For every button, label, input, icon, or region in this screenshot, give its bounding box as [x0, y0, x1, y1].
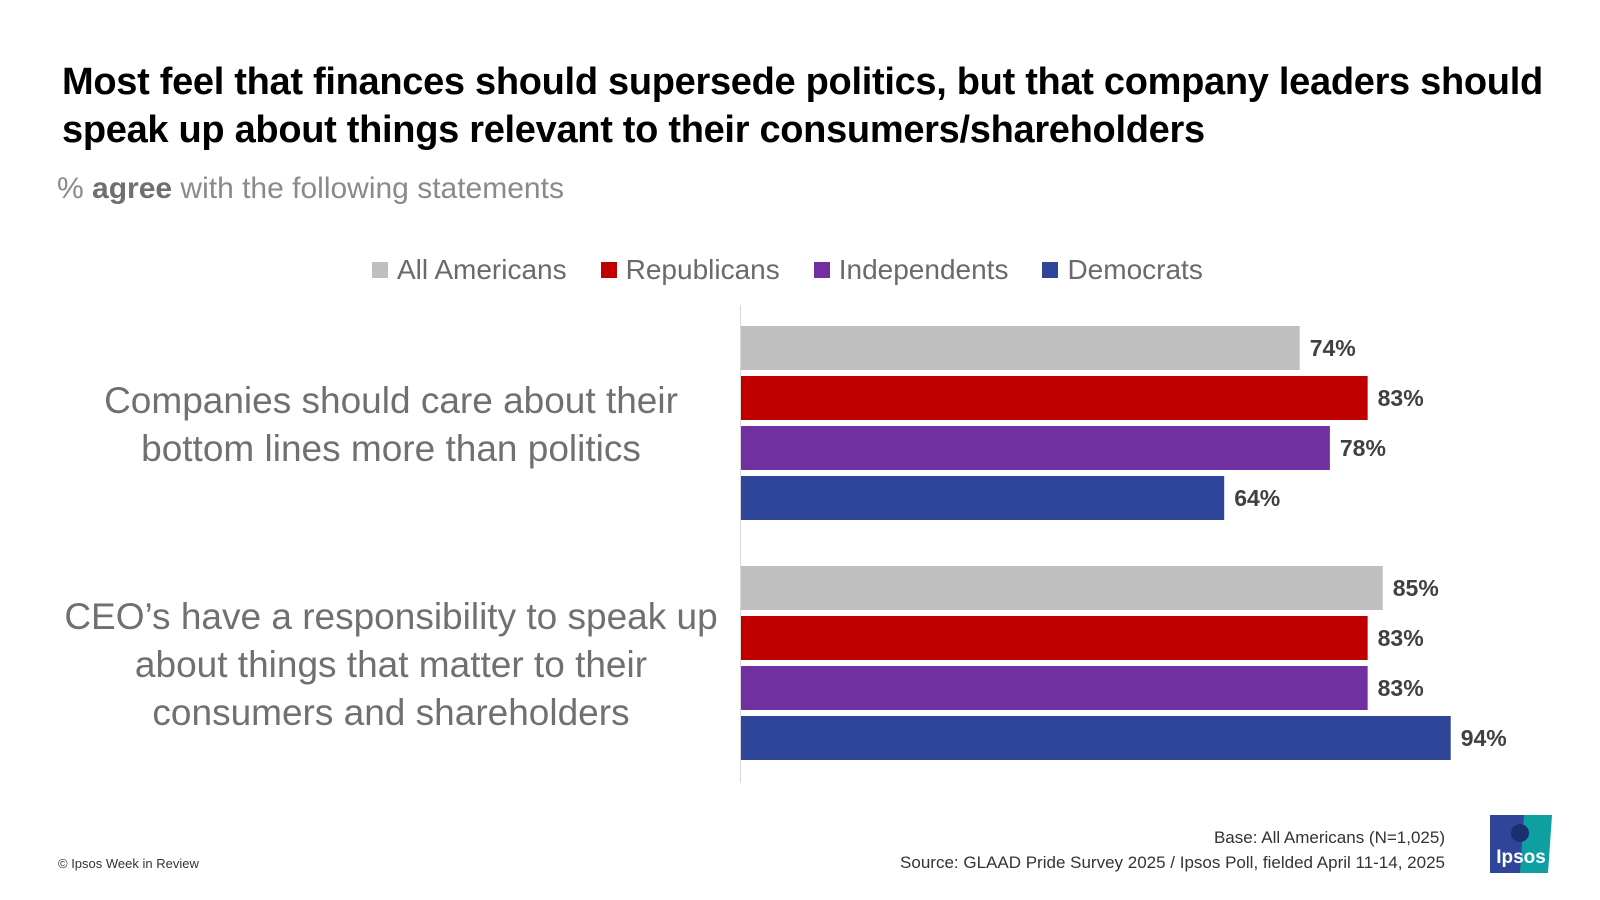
- bar-independents-1: [741, 426, 1330, 470]
- legend-swatch: [600, 262, 617, 278]
- bar-republicans-1: [741, 376, 1368, 420]
- legend-label: Democrats: [1067, 254, 1203, 285]
- subtitle-bold: agree: [92, 172, 173, 205]
- bar-independents-2: [741, 666, 1368, 710]
- legend-swatch: [813, 262, 830, 278]
- ipsos-logo: Ipsos: [1490, 815, 1552, 873]
- data-label: 94%: [1461, 725, 1507, 751]
- bar-democrats-2: [741, 716, 1451, 760]
- data-label: 85%: [1393, 575, 1439, 601]
- legend-item-1: Republicans: [600, 254, 780, 286]
- subtitle-prefix: %: [57, 172, 93, 205]
- category-label-2: CEO’s have a responsibility to speak up …: [64, 596, 718, 733]
- bar-all-americans-2: [741, 566, 1383, 610]
- data-label: 83%: [1378, 625, 1424, 651]
- legend-swatch: [1042, 262, 1059, 278]
- data-label: 64%: [1234, 485, 1280, 511]
- chart-legend: All Americans Republicans Independents Demo…: [372, 252, 1203, 288]
- legend-swatch: [372, 262, 388, 278]
- data-label: 83%: [1378, 385, 1424, 411]
- category-label-1: Companies should care about their bottom…: [104, 380, 678, 469]
- legend-item-3: Democrats: [1042, 254, 1203, 286]
- copyright-text: © Ipsos Week in Review: [58, 856, 199, 871]
- data-label: 83%: [1378, 675, 1424, 701]
- base-note: Base: All Americans (N=1,025): [1213, 828, 1445, 847]
- legend-label: Republicans: [625, 254, 780, 285]
- logo-text: Ipsos: [1496, 847, 1546, 868]
- chart-subtitle: % agree with the following statements: [57, 172, 564, 206]
- data-label: 78%: [1340, 435, 1386, 461]
- bar-republicans-2: [741, 616, 1368, 660]
- data-label: 74%: [1310, 335, 1356, 361]
- legend-label: Independents: [838, 254, 1009, 285]
- chart-title: Most feel that finances should supersede…: [62, 61, 1543, 151]
- legend-label: All Americans: [397, 254, 567, 285]
- legend-item-0: All Americans: [372, 254, 567, 286]
- bar-democrats-1: [741, 476, 1225, 520]
- source-note: Source: GLAAD Pride Survey 2025 / Ipsos …: [900, 853, 1445, 872]
- legend-item-2: Independents: [813, 254, 1009, 286]
- subtitle-suffix: with the following statements: [172, 172, 564, 205]
- bar-all-americans-1: [741, 326, 1300, 370]
